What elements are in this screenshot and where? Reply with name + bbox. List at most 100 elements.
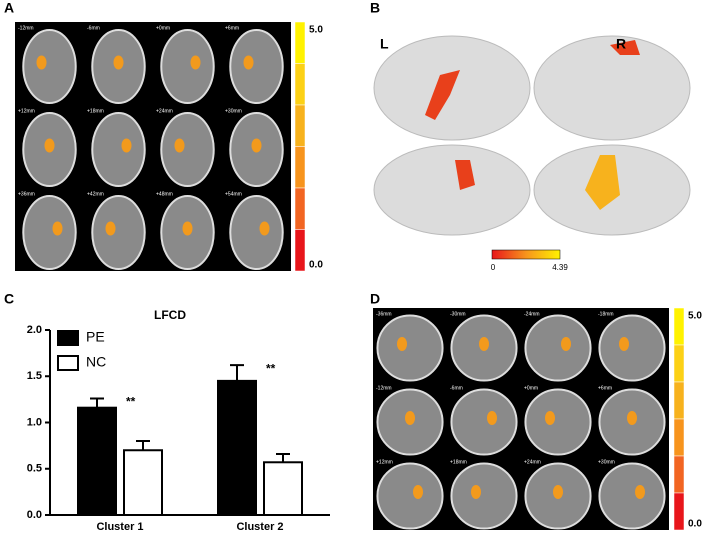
brain-slice: [450, 462, 518, 530]
activation: [243, 55, 254, 70]
x-tick-label: Cluster 1: [96, 521, 143, 533]
slice-label: +18mm: [450, 459, 467, 465]
slice-label: +24mm: [156, 108, 173, 114]
colorbar-segment: [294, 63, 306, 106]
brain-slice: [160, 111, 215, 188]
activation: [36, 55, 47, 70]
colorbar-label: 5.0: [688, 311, 702, 322]
activation: [545, 411, 555, 425]
slice-label: +30mm: [225, 108, 242, 114]
slice-label: -6mm: [450, 385, 463, 391]
colorbar-label: 5.0: [309, 25, 323, 36]
activation: [471, 485, 481, 499]
activation: [190, 55, 201, 70]
slice-label: +54mm: [225, 191, 242, 197]
y-tick-label: 0.5: [27, 463, 42, 475]
activation: [251, 138, 262, 153]
activation: [405, 411, 415, 425]
slice-label: +12mm: [18, 108, 35, 114]
activation: [479, 337, 489, 351]
brain-slice: [598, 314, 666, 382]
colorbar: [491, 249, 561, 260]
colorbar-label: 0: [491, 263, 496, 272]
activation: [619, 337, 629, 351]
colorbar-label: 0.0: [688, 519, 702, 530]
brain-slice: [376, 462, 444, 530]
brain-slice: [91, 111, 146, 188]
slice-label: +6mm: [225, 25, 239, 31]
annotation: **: [126, 395, 136, 409]
slice-label: -36mm: [376, 311, 392, 317]
activation: [105, 221, 116, 236]
brain-slice: [229, 28, 284, 105]
activation: [44, 138, 55, 153]
activation: [182, 221, 193, 236]
legend-label: PE: [86, 329, 105, 345]
error-bar: [136, 440, 150, 451]
slice-label: +30mm: [598, 459, 615, 465]
colorbar-segment: [673, 344, 685, 383]
colorbar-segment: [294, 21, 306, 64]
brain-slice: [91, 194, 146, 271]
y-tick-label: 2.0: [27, 324, 42, 336]
colorbar-segment: [673, 381, 685, 420]
colorbar-label: 4.39: [552, 263, 568, 272]
bar: [77, 406, 117, 517]
colorbar-segment: [673, 418, 685, 457]
y-tick-label: 0.0: [27, 509, 42, 521]
activation: [487, 411, 497, 425]
brain-slice: [376, 314, 444, 382]
error-bar: [90, 397, 104, 408]
slice-label: +42mm: [87, 191, 104, 197]
colorbar-segment: [294, 146, 306, 189]
activation: [113, 55, 124, 70]
activation: [553, 485, 563, 499]
x-tick-label: Cluster 2: [236, 521, 283, 533]
slice-label: -12mm: [18, 25, 34, 31]
brain-slice: [524, 388, 592, 456]
y-tick-label: 1.0: [27, 416, 42, 428]
activation: [174, 138, 185, 153]
colorbar-segment: [673, 307, 685, 346]
error-bar: [230, 364, 244, 381]
legend-swatch: [57, 355, 79, 371]
activation-blobs: [425, 40, 640, 210]
activation: [52, 221, 63, 236]
colorbar-segment: [294, 187, 306, 230]
activation: [397, 337, 407, 351]
colorbar-segment: [673, 455, 685, 494]
brain-slice: [450, 388, 518, 456]
slice-label: -24mm: [524, 311, 540, 317]
brain-slice: [598, 462, 666, 530]
slice-label: -18mm: [598, 311, 614, 317]
brain-slice: [160, 28, 215, 105]
slice-label: +6mm: [598, 385, 612, 391]
slice-label: +0mm: [524, 385, 538, 391]
activation: [121, 138, 132, 153]
colorbar-segment: [673, 492, 685, 531]
annotation: **: [266, 361, 276, 375]
error-bar: [276, 452, 290, 463]
slice-label: -6mm: [87, 25, 100, 31]
bar: [217, 379, 257, 516]
slice-label: +36mm: [18, 191, 35, 197]
colorbar-label: 0.0: [309, 260, 323, 271]
hemisphere-label: L: [380, 36, 389, 52]
activation: [635, 485, 645, 499]
colorbar-segment: [294, 229, 306, 272]
colorbar-segment: [294, 104, 306, 147]
panel-label: C: [4, 291, 14, 307]
slice-label: -30mm: [450, 311, 466, 317]
activation: [259, 221, 270, 236]
legend-label: NC: [86, 354, 106, 370]
y-tick-label: 1.5: [27, 370, 42, 382]
bar: [123, 449, 163, 516]
slice-label: +48mm: [156, 191, 173, 197]
hemisphere-label: R: [616, 36, 626, 52]
brain-slice: [229, 194, 284, 271]
brain-surfaces: [373, 35, 691, 236]
brain-slice: [22, 28, 77, 105]
chart-title: LFCD: [154, 308, 186, 322]
activation: [627, 411, 637, 425]
